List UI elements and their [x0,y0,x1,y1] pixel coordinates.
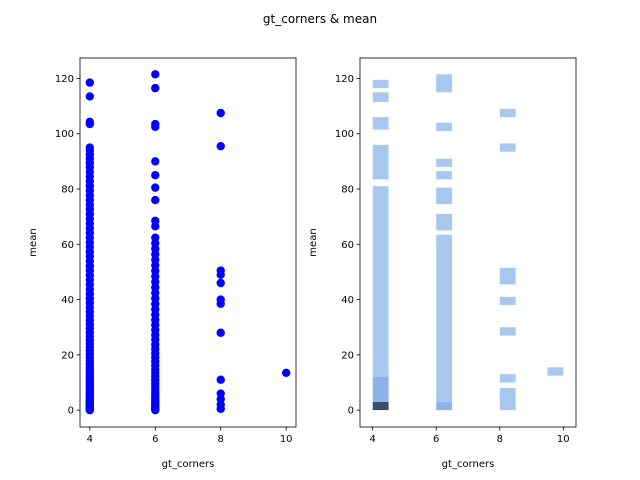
scatter-point [281,368,291,378]
scatter-point [85,78,95,87]
scatter-y-tick-label: 60 [61,240,74,251]
histogram-cell [499,267,516,285]
scatter-x-tick-label: 4 [87,434,93,445]
scatter-y-ticks: 0 20 40 60 80 100 120 [55,74,80,417]
scatter-panel: 4 6 8 10 0 20 40 60 80 100 120 gt_corners mean [28,57,297,470]
scatter-x-tick-label: 10 [280,434,293,445]
scatter-point [216,375,225,384]
histogram-y-tick-label: 20 [341,350,354,361]
histogram-cell [372,117,389,130]
histogram-cell [372,401,389,411]
histogram-y-tick-label: 120 [335,74,354,85]
histogram-cell [499,143,516,152]
histogram-x-tick-label: 8 [497,434,503,445]
histogram-x-axis-label: gt_corners [442,459,495,470]
histogram-cell [436,213,453,231]
histogram-y-ticks: 0 20 40 60 80 100 120 [335,74,360,417]
scatter-point [151,83,160,93]
scatter-point [216,108,225,118]
scatter-point [151,233,160,242]
histogram-cell [372,92,389,102]
scatter-point [216,328,225,337]
scatter-y-tick-label: 80 [61,185,74,196]
histogram-plot-area [360,58,576,427]
scatter-y-axis-label: mean [28,228,39,256]
histogram-cell [499,374,516,383]
scatter-point [151,216,160,226]
figure-title: gt_corners & mean [263,12,377,26]
scatter-point [216,266,225,275]
histogram-cell [372,376,389,402]
scatter-point [151,195,160,205]
scatter-y-tick-label: 100 [55,129,74,140]
histogram-y-tick-label: 100 [335,129,354,140]
scatter-point [151,70,160,79]
scatter-point [85,92,95,101]
scatter-point [216,389,225,398]
histogram-cell [436,74,453,93]
scatter-plot-frame [79,57,297,428]
histogram-cell [372,186,389,355]
histogram-cell [372,354,389,377]
histogram-x-tick-label: 10 [557,434,570,445]
scatter-point [216,278,225,288]
histogram-y-tick-label: 0 [348,406,354,417]
histogram-y-tick-label: 80 [341,185,354,196]
histogram-cell [436,187,453,205]
histogram-y-tick-label: 40 [341,295,354,306]
histogram-cell [436,122,453,131]
histogram-cell [436,234,453,402]
histogram-cell [436,158,453,167]
scatter-point [216,295,225,304]
histogram-cell [499,388,516,411]
histogram-cell [547,367,564,376]
scatter-y-tick-label: 0 [68,406,74,417]
histogram-y-axis-label: mean [308,228,319,256]
scatter-point [151,170,160,180]
histogram-panel: 4 6 8 10 0 20 40 60 80 100 120 gt_corners mean [308,57,577,470]
scatter-plot-area [80,58,296,427]
histogram-cell [436,171,453,180]
histogram-cell [372,79,389,89]
scatter-y-tick-label: 120 [55,74,74,85]
scatter-points [85,70,291,415]
scatter-x-tick-label: 6 [152,434,158,445]
histogram-cells [372,74,564,411]
scatter-point [216,141,225,151]
scatter-x-tick-label: 8 [218,434,224,445]
histogram-cell [499,327,516,336]
scatter-point [151,183,160,192]
scatter-x-ticks: 4 6 8 10 [87,427,293,445]
scatter-y-tick-label: 20 [61,350,74,361]
scatter-point [85,143,95,152]
histogram-y-tick-label: 60 [341,240,354,251]
scatter-point [151,157,160,166]
scatter-x-axis-label: gt_corners [162,459,215,470]
histogram-cell [436,401,453,411]
histogram-cell [499,108,516,118]
histogram-x-tick-label: 6 [433,434,439,445]
scatter-y-tick-label: 40 [61,295,74,306]
histogram-cell [372,144,389,180]
scatter-point [151,119,160,129]
histogram-x-tick-label: 4 [370,434,376,445]
histogram-x-ticks: 4 6 8 10 [370,427,570,445]
histogram-cell [499,296,516,306]
histogram-plot-frame [359,57,577,428]
scatter-point [85,117,95,127]
